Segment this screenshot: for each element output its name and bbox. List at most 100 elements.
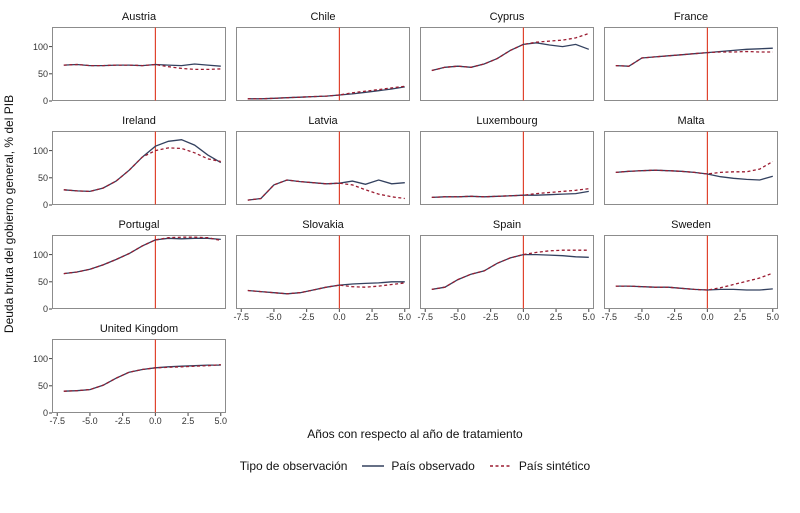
facet-panel-chile: Chile (236, 10, 410, 101)
y-tick-label: 0 (42, 304, 48, 314)
panel-border (236, 235, 410, 309)
x-tick-label: 5.0 (766, 312, 780, 322)
facet-panel-sweden: Sweden -7.5 -5.0 -2.5 0.0 2.5 5.0 (601, 218, 779, 322)
panel-plot-area: 0 50 100 -7.5 -5.0 -2.5 0.0 2.5 5.0 (33, 339, 227, 426)
panel-plot-svg (604, 131, 778, 205)
facet-grid: Austria 0 50 100 Chile Cyprus France Ireland 0 50… (33, 0, 800, 426)
synthetic-line (63, 236, 221, 275)
y-tick-label: 100 (32, 353, 48, 364)
legend: Tipo de observación País observado País … (52, 459, 778, 473)
panel-border (236, 131, 410, 205)
x-tick-label: 0.0 (149, 416, 162, 426)
panel-plot-area: -7.5 -5.0 -2.5 0.0 2.5 5.0 (417, 235, 595, 322)
synthetic-line (615, 50, 773, 67)
panel-plot-area (604, 27, 778, 101)
panel-plot-area: -7.5 -5.0 -2.5 0.0 2.5 5.0 (233, 235, 411, 322)
synthetic-line (63, 63, 221, 71)
y-tick-label: 100 (32, 41, 48, 52)
panel-plot-area (236, 131, 410, 205)
synthetic-line (615, 160, 774, 175)
x-tick-label: -7.5 (417, 312, 433, 322)
legend-item-synthetic: País sintético (489, 459, 590, 473)
x-tick-label: -5.0 (266, 312, 282, 322)
panel-plot-area: 0 50 100 (33, 131, 226, 210)
x-tick-label: -2.5 (482, 312, 499, 322)
x-tick-label: -2.5 (298, 312, 315, 322)
synthetic-line (247, 282, 405, 295)
facet-title: Portugal (118, 219, 160, 231)
panel-plot-svg (420, 235, 594, 312)
facet-title: Cyprus (489, 11, 525, 23)
y-tick-label: 0 (42, 96, 48, 106)
panel-plot-area (420, 131, 594, 205)
synthetic-line (63, 147, 221, 193)
panel-plot-svg (604, 27, 778, 101)
x-axis-label: Años con respecto al año de tratamiento (307, 427, 523, 441)
legend-item-label: País sintético (518, 459, 591, 473)
panel-plot-area (236, 27, 410, 101)
x-tick-label: 0.0 (517, 312, 530, 322)
facet-title: Latvia (308, 115, 338, 127)
facet-title: Malta (677, 115, 705, 127)
facet-panel-malta: Malta (604, 114, 778, 205)
synthetic-line (63, 363, 221, 392)
panel-plot-svg (49, 235, 226, 310)
x-tick-label: 5.0 (214, 416, 228, 426)
x-tick-label: -2.5 (666, 312, 683, 322)
observed-line-sample-icon (362, 465, 385, 467)
facet-title: Luxembourg (476, 115, 538, 127)
x-tick-label: 0.0 (333, 312, 346, 322)
facet-title: Ireland (122, 115, 156, 127)
x-tick-label: 5.0 (398, 312, 412, 322)
x-tick-label: -5.0 (450, 312, 466, 322)
synthetic-line (615, 272, 774, 291)
panel-plot-svg (236, 27, 410, 101)
panel-plot-svg (49, 27, 226, 102)
panel-border (604, 131, 778, 205)
synthetic-line-sample-icon (489, 465, 512, 467)
y-axis-label: Deuda bruta del gobierno general, % del … (2, 94, 17, 334)
panel-plot-area: -7.5 -5.0 -2.5 0.0 2.5 5.0 (601, 235, 779, 322)
facet-panel-latvia: Latvia (236, 114, 410, 205)
y-tick-label: 100 (32, 249, 48, 260)
x-tick-label: 2.5 (549, 312, 563, 322)
panel-border (604, 27, 778, 101)
facet-panel-france: France (604, 10, 778, 101)
panel-border (52, 131, 226, 205)
panel-plot-svg (49, 339, 226, 416)
synthetic-line (431, 249, 589, 291)
facet-title: Austria (121, 11, 157, 23)
legend-item-label: País observado (391, 459, 475, 473)
synthetic-line (247, 179, 405, 201)
x-tick-label: 2.5 (365, 312, 379, 322)
y-tick-label: 50 (37, 68, 48, 79)
synthetic-line (431, 188, 589, 199)
panel-border (236, 27, 410, 101)
facet-title: Spain (492, 219, 522, 231)
facet-panel-portugal: Portugal 0 50 100 (33, 218, 226, 314)
y-tick-label: 50 (37, 380, 48, 391)
x-tick-label: 2.5 (181, 416, 195, 426)
legend-title: Tipo de observación (239, 459, 348, 473)
x-tick-label: -5.0 (82, 416, 98, 426)
x-tick-label: -5.0 (634, 312, 650, 322)
panel-plot-area (420, 27, 594, 101)
facet-title: Slovakia (302, 219, 344, 231)
x-tick-label: -7.5 (601, 312, 617, 322)
panel-border (420, 131, 594, 205)
facet-panel-slovakia: Slovakia -7.5 -5.0 -2.5 0.0 2.5 5.0 (233, 218, 411, 322)
panel-plot-svg (420, 27, 594, 101)
x-tick-label: 2.5 (733, 312, 747, 322)
x-tick-label: 0.0 (701, 312, 714, 322)
facet-title: Chile (310, 11, 336, 23)
y-tick-label: 0 (42, 408, 48, 418)
panel-plot-svg (604, 235, 778, 312)
legend-item-observed: País observado (361, 459, 475, 473)
facet-panel-spain: Spain -7.5 -5.0 -2.5 0.0 2.5 5.0 (417, 218, 595, 322)
y-tick-label: 0 (42, 200, 48, 210)
synthetic-line (431, 32, 590, 72)
panel-border (420, 235, 594, 309)
panel-plot-area: 0 50 100 (33, 235, 226, 314)
panel-plot-svg (420, 131, 594, 205)
